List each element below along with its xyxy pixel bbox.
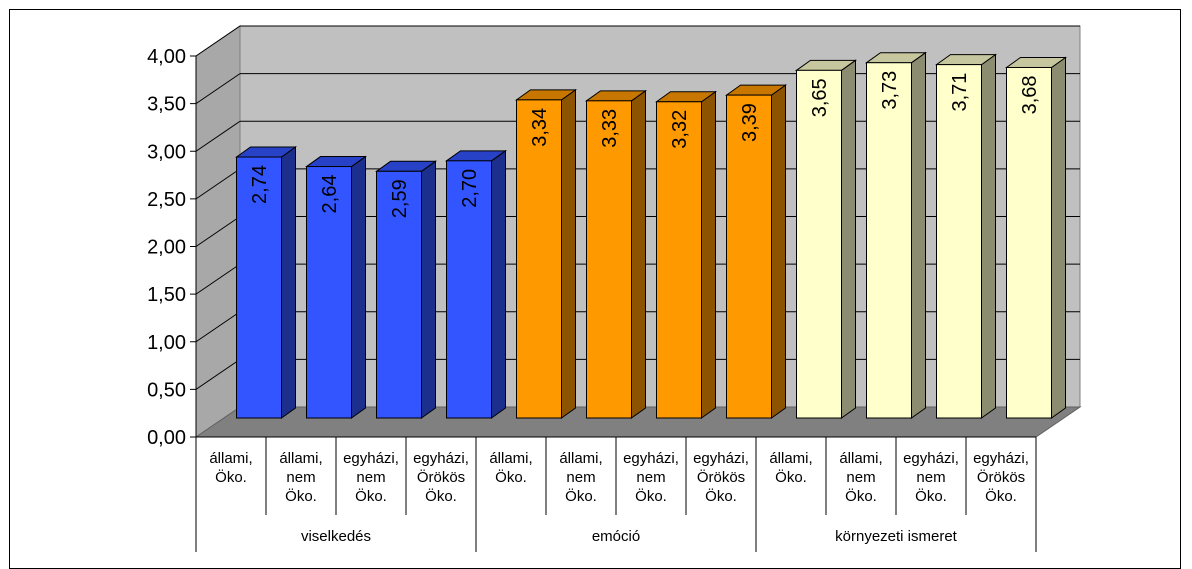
bar-side (281, 146, 296, 419)
data-label: 3,33 (599, 109, 621, 148)
category-label: Öko. (565, 487, 597, 505)
bar-side (421, 160, 436, 419)
category-label: állami, (559, 450, 602, 467)
bar (376, 170, 422, 419)
bar (936, 64, 982, 419)
category-label: állami, (769, 450, 812, 467)
category-label: Öko. (985, 487, 1017, 505)
y-tick-label: 1,50 (147, 284, 186, 306)
bar (446, 160, 492, 419)
gridline-side (195, 311, 241, 343)
category-label: nem (846, 469, 875, 486)
gridline-side (195, 216, 241, 247)
category-label: Öko. (355, 487, 387, 505)
category-label: Öko. (915, 487, 947, 505)
bar-side (491, 149, 506, 419)
bar-side (981, 53, 996, 419)
bar (306, 166, 352, 419)
category-label: egyházi, (413, 450, 469, 467)
category-label: nem (636, 469, 665, 486)
category-label: egyházi, (623, 450, 679, 467)
data-label: 2,70 (459, 169, 481, 208)
gridline-side (195, 25, 241, 57)
category-label: nem (286, 469, 315, 486)
group-label: környezeti ismeret (835, 528, 958, 545)
data-label: 2,64 (319, 175, 341, 214)
bar (726, 94, 772, 419)
category-label: állami, (279, 450, 322, 467)
bar-side (841, 59, 856, 419)
data-label: 3,68 (1019, 75, 1041, 114)
bar-side (1051, 56, 1066, 419)
category-label: egyházi, (973, 450, 1029, 467)
category-label: állami, (209, 450, 252, 467)
y-tick-label: 4,00 (147, 46, 186, 68)
gridline-side (195, 168, 241, 200)
category-label: Öko. (845, 487, 877, 505)
category-label: nem (356, 469, 385, 486)
bar (796, 69, 842, 419)
bar (516, 99, 562, 419)
category-label: Öko. (495, 468, 527, 486)
category-label: egyházi, (693, 450, 749, 467)
data-label: 2,59 (389, 179, 411, 218)
bar (1006, 66, 1052, 419)
bar (236, 156, 282, 419)
bar-side (631, 89, 646, 419)
category-label: Öko. (425, 487, 457, 505)
y-tick-label: 3,00 (147, 141, 186, 163)
category-label: állami, (839, 450, 882, 467)
bar-side (701, 90, 716, 419)
data-label: 3,34 (529, 108, 551, 147)
bar-side (351, 155, 366, 419)
data-label: 3,71 (949, 73, 971, 112)
y-tick-label: 3,50 (147, 94, 186, 116)
y-tick-label: 2,50 (147, 189, 186, 211)
category-label: Öko. (285, 487, 317, 505)
category-label: egyházi, (343, 450, 399, 467)
data-label: 3,65 (809, 78, 831, 117)
group-label: emóció (592, 528, 640, 545)
category-label: Örökös (977, 468, 1025, 486)
bar-side (561, 88, 576, 419)
gridline-side (195, 358, 241, 390)
bar-side (911, 51, 926, 419)
gridline-side (195, 73, 241, 105)
gridline-side (195, 263, 241, 295)
category-label: Öko. (215, 468, 247, 486)
bar (656, 101, 702, 419)
category-label: Öko. (775, 468, 807, 486)
category-label: Öko. (635, 487, 667, 505)
category-label: Öko. (705, 487, 737, 505)
bar (866, 62, 912, 419)
category-label: nem (916, 469, 945, 486)
gridline-side (195, 120, 241, 152)
bar (586, 100, 632, 419)
data-label: 3,32 (669, 110, 691, 149)
data-label: 3,39 (739, 103, 761, 142)
y-tick-label: 0,00 (147, 427, 186, 449)
group-label: viselkedés (301, 528, 371, 545)
category-label: Örökös (697, 468, 745, 486)
y-tick-label: 0,50 (147, 379, 186, 401)
y-tick-label: 2,00 (147, 237, 186, 259)
category-label: nem (566, 469, 595, 486)
bar-side (771, 84, 786, 419)
data-label: 2,74 (249, 165, 271, 204)
y-tick-label: 1,00 (147, 332, 186, 354)
category-label: állami, (489, 450, 532, 467)
category-label: egyházi, (903, 450, 959, 467)
data-label: 3,73 (879, 71, 901, 110)
category-label: Örökös (417, 468, 465, 486)
